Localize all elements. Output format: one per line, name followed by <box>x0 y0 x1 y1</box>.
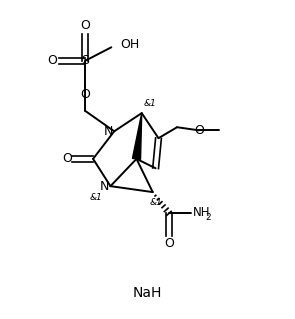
Text: N: N <box>104 125 113 138</box>
Text: O: O <box>80 88 90 101</box>
Text: NH: NH <box>193 206 211 219</box>
Text: NaH: NaH <box>133 286 162 300</box>
Text: S: S <box>81 54 89 67</box>
Text: O: O <box>47 54 57 67</box>
Text: O: O <box>194 123 204 137</box>
Text: N: N <box>99 180 109 193</box>
Text: OH: OH <box>121 38 140 51</box>
Text: &1: &1 <box>150 198 163 207</box>
Text: &1: &1 <box>89 193 102 202</box>
Text: &1: &1 <box>144 100 157 108</box>
Polygon shape <box>132 113 142 160</box>
Text: O: O <box>164 237 174 250</box>
Text: 2: 2 <box>205 213 211 222</box>
Text: O: O <box>63 152 73 165</box>
Text: O: O <box>80 19 90 33</box>
